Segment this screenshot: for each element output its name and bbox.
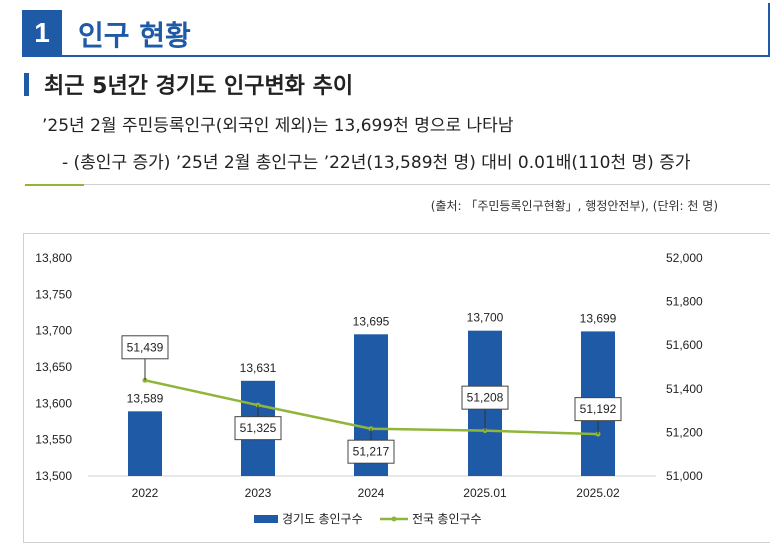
detail-line: - (총인구 증가) ’25년 2월 총인구는 ’22년(13,589천 명) …: [62, 153, 691, 173]
bar-value-label: 13,631: [240, 361, 277, 375]
divider: [84, 184, 770, 185]
divider-accent: [25, 184, 84, 186]
legend-label-bar: 경기도 총인구수: [282, 512, 363, 526]
callout-box: [121, 335, 169, 360]
y-left-tick-label: 13,550: [35, 433, 72, 447]
source-note: (출처: 「주민등록인구현황」, 행정안전부), (단위: 천 명): [430, 199, 718, 213]
callout-box: [574, 397, 622, 422]
section-number: 1: [22, 10, 62, 55]
bar-value-label: 13,695: [353, 314, 390, 328]
bar: [128, 411, 162, 476]
section-title: 인구 현황: [78, 19, 191, 52]
x-tick-label: 2023: [245, 486, 272, 500]
subtitle-marker: [24, 73, 29, 96]
line-value-label: 51,217: [353, 445, 390, 459]
y-right-tick-label: 51,000: [666, 469, 703, 483]
legend-marker-line: [391, 516, 397, 522]
y-right-tick-label: 51,600: [666, 338, 703, 352]
x-tick-label: 2025.01: [463, 486, 507, 500]
bar-value-label: 13,589: [127, 391, 164, 405]
y-left-tick-label: 13,650: [35, 360, 72, 374]
y-left-tick-label: 13,600: [35, 396, 72, 410]
legend-label-line: 전국 총인구수: [412, 512, 482, 526]
line-value-label: 51,192: [580, 402, 617, 416]
y-left-tick-label: 13,750: [35, 287, 72, 301]
y-left-tick-label: 13,700: [35, 324, 72, 338]
population-chart: 13,500 13,550 13,600 13,650 13,700 13,750 13,8…: [35, 251, 703, 526]
line-value-label: 51,325: [240, 421, 277, 435]
bar-value-label: 13,699: [580, 311, 617, 325]
y-left-tick-label: 13,500: [35, 469, 72, 483]
legend-swatch-bar: [254, 515, 278, 523]
section-header-frame: [22, 3, 770, 57]
x-tick-label: 2022: [132, 486, 159, 500]
x-tick-label: 2025.02: [576, 486, 620, 500]
callout-box: [347, 439, 395, 464]
bar-value-label: 13,700: [467, 311, 504, 325]
y-right-tick-label: 51,400: [666, 382, 703, 396]
y-right-tick-label: 51,200: [666, 425, 703, 439]
line-value-label: 51,208: [467, 391, 504, 405]
subtitle: 최근 5년간 경기도 인구변화 추이: [44, 74, 354, 99]
y-right-tick-label: 51,800: [666, 295, 703, 309]
y-left-tick-label: 13,800: [35, 251, 72, 265]
x-tick-label: 2024: [358, 486, 385, 500]
callout-box: [234, 416, 282, 441]
callout-box: [461, 385, 509, 410]
line-value-label: 51,439: [127, 340, 164, 354]
chart-frame: 13,500 13,550 13,600 13,650 13,700 13,750 13,8…: [23, 233, 770, 543]
summary-line: ’25년 2월 주민등록인구(외국인 제외)는 13,699천 명으로 나타남: [42, 116, 514, 136]
y-right-tick-label: 52,000: [666, 251, 703, 265]
